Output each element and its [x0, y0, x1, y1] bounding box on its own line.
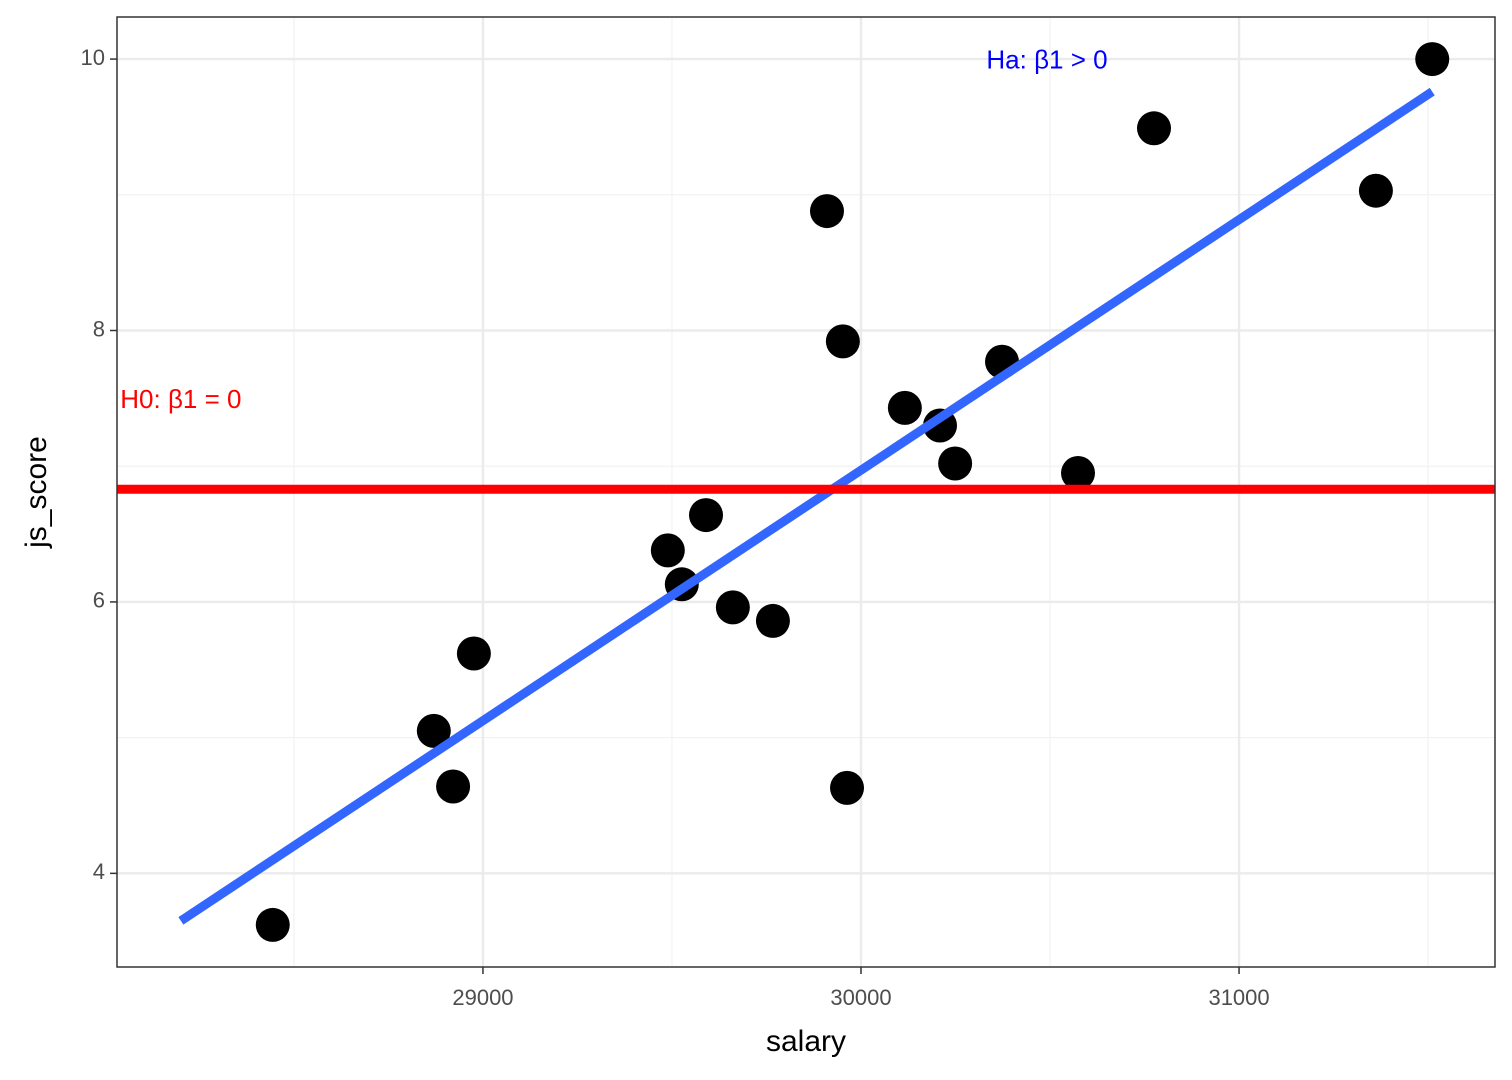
point [809, 194, 844, 229]
point [255, 907, 290, 942]
annotation: H0: β1 = 0 [120, 384, 241, 414]
point [416, 713, 451, 748]
point [436, 769, 471, 804]
point [1358, 173, 1393, 208]
x-tick-label: 31000 [1208, 985, 1269, 1010]
point [755, 603, 790, 638]
point [456, 636, 491, 671]
point [715, 590, 750, 625]
point [830, 770, 865, 805]
x-tick-label: 30000 [830, 985, 891, 1010]
y-tick-label: 10 [81, 45, 105, 70]
regression-line [178, 87, 1435, 925]
y-tick-label: 6 [93, 588, 105, 613]
axes: 29000 30000 31000 4 6 8 10 [81, 45, 1270, 1010]
point [887, 390, 922, 425]
annotation: Ha: β1 > 0 [986, 45, 1107, 75]
point [650, 533, 685, 568]
x-axis-title: salary [766, 1025, 846, 1058]
y-tick-label: 4 [93, 859, 105, 884]
panel-border [116, 16, 1496, 968]
point [1415, 42, 1450, 77]
y-axis-title: js_score [20, 436, 53, 549]
point [689, 498, 724, 533]
point [1061, 456, 1096, 490]
x-tick-label: 29000 [452, 985, 513, 1010]
point [938, 446, 973, 481]
plot-area: H0: β1 = 0 Ha: β1 > 0 [117, 42, 1495, 942]
y-tick-label: 8 [93, 316, 105, 341]
point [825, 324, 860, 359]
point [1136, 111, 1171, 146]
